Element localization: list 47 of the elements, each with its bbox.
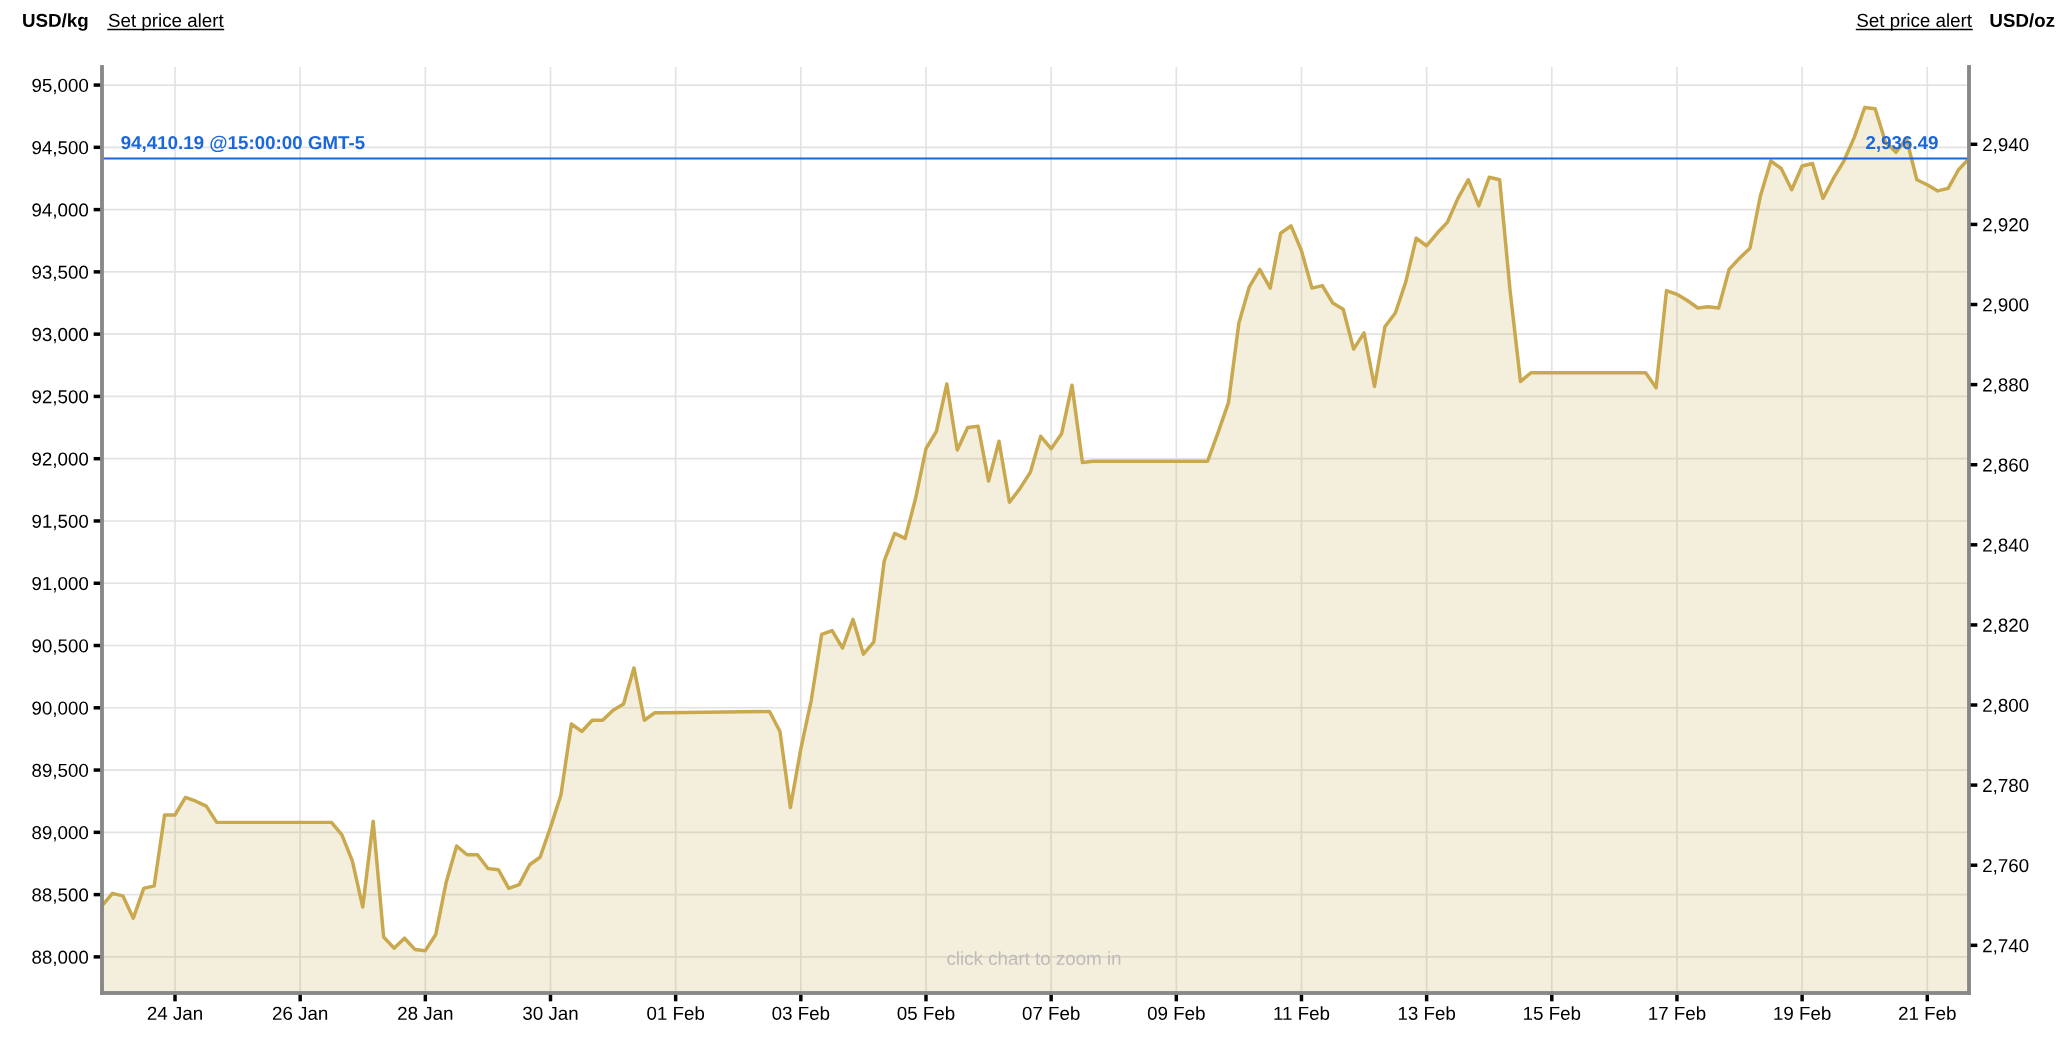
x-tick-label: 30 Jan [523,1006,578,1020]
x-tick-label: 13 Feb [1398,1006,1456,1020]
x-tick-label: 26 Jan [272,1006,328,1020]
x-tick-label: 19 Feb [1774,1006,1831,1020]
x-tick-label: 24 Jan [147,1006,202,1020]
y2-tick-label: 2,840 [1983,538,2029,555]
y-tick-label: 88,000 [32,950,89,967]
y2-tick-label: 2,780 [1983,778,2029,795]
y-tick-label: 94,500 [32,141,89,157]
x-tick-label: 11 Feb [1274,1006,1330,1020]
y-tick-label: 92,000 [32,452,89,468]
x-tick-label: 03 Feb [772,1006,830,1020]
y2-tick-label: 2,800 [1983,698,2029,715]
x-tick-label: 05 Feb [897,1006,955,1020]
x-tick-label: 01 Feb [647,1006,705,1020]
y2-tick-label: 2,880 [1983,378,2029,394]
y-tick-label: 88,500 [32,888,89,904]
x-tick-label: 17 Feb [1649,1006,1706,1020]
x-tick-label: 21 Feb [1899,1006,1956,1020]
y-tick-label: 91,500 [32,514,89,531]
y2-axis-title: USD/oz [1990,13,2055,28]
y-axis-title: USD/kg [23,13,88,31]
x-tick-label: 28 Jan [398,1006,453,1020]
y-tick-label: 90,500 [32,639,89,655]
x-tick-label: 09 Feb [1147,1006,1205,1020]
y2-tick-label: 2,740 [1983,939,2029,955]
y-tick-label: 89,000 [32,826,89,842]
text: Set price alert [1857,13,1972,31]
y2-tick-label: 2,940 [1983,138,2029,154]
x-tick-label: 07 Feb [1022,1006,1080,1020]
y2-tick-label: 2,760 [1983,858,2029,875]
y-tick-label: 93,500 [32,265,89,282]
y-tick-label: 94,000 [32,203,89,219]
text: Set price alert [108,13,224,31]
y-tick-label: 95,000 [32,78,89,95]
ref-line-label: 94,410.19 @15:00:00 GMT-5 [121,135,365,153]
y-tick-label: 89,500 [32,763,89,780]
annotation: click chart to zoom in [947,951,1121,966]
y-tick-label: 90,000 [32,701,89,717]
y-tick-label: 91,000 [32,576,89,593]
y2-tick-label: 2,900 [1983,298,2029,314]
x-tick-label: 15 Feb [1524,1006,1581,1020]
y-tick-label: 92,500 [32,390,89,406]
y2-tick-label: 2,820 [1983,618,2029,635]
y-tick-label: 93,000 [32,327,89,344]
y2-tick-label: 2,860 [1983,458,2029,474]
y2-tick-label: 2,920 [1983,218,2029,234]
